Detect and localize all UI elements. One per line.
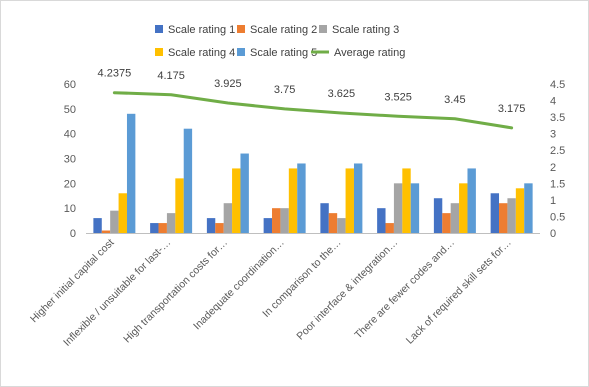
y-right-tick-label: 1.5 — [550, 178, 565, 190]
y-right-tick-label: 2.5 — [550, 145, 565, 157]
legend-label: Scale rating 4 — [168, 47, 235, 59]
legend-label: Average rating — [334, 47, 405, 59]
y-left-tick-label: 30 — [64, 154, 76, 166]
legend-swatch — [237, 48, 245, 56]
bar — [118, 193, 127, 233]
bar — [442, 213, 451, 233]
bar — [232, 168, 241, 233]
bar — [507, 198, 516, 233]
bar — [175, 178, 184, 233]
bar — [93, 218, 102, 233]
bar — [345, 168, 354, 233]
bar — [328, 213, 338, 233]
bar — [377, 208, 386, 233]
average-data-label: 3.175 — [498, 103, 526, 115]
bar — [467, 168, 476, 233]
legend-item: Scale rating 4 — [155, 47, 235, 59]
legend-item: Scale rating 3 — [319, 24, 399, 36]
average-data-label: 3.625 — [328, 88, 356, 100]
legend: Scale rating 1 Scale rating 2 Scale rating… — [155, 24, 405, 59]
y-right-tick-label: 2 — [550, 162, 556, 174]
bar — [288, 168, 298, 233]
bar — [110, 210, 119, 233]
bar — [459, 183, 468, 233]
bar — [240, 153, 249, 233]
bar — [280, 208, 289, 233]
y-left-tick-label: 0 — [70, 228, 76, 240]
bar — [183, 128, 193, 233]
legend-label: Scale rating 2 — [250, 24, 317, 36]
bars — [93, 113, 533, 233]
bar — [126, 113, 136, 233]
average-data-label: 3.925 — [214, 78, 242, 90]
average-data-label: 3.525 — [384, 91, 412, 103]
bar — [158, 223, 167, 233]
legend-label: Scale rating 3 — [332, 24, 399, 36]
bar — [410, 183, 420, 233]
bar — [385, 223, 394, 233]
bar — [499, 203, 508, 233]
bar — [450, 203, 460, 233]
legend-item: Average rating — [311, 47, 405, 59]
y-right-tick-label: 1 — [550, 195, 556, 207]
y-right-tick-label: 4 — [550, 96, 556, 108]
legend-label: Scale rating 1 — [168, 24, 235, 36]
bar — [402, 168, 411, 233]
average-data-label: 3.45 — [444, 94, 465, 106]
y-left-tick-label: 50 — [64, 104, 76, 116]
average-data-label: 4.2375 — [98, 68, 132, 80]
bar — [206, 218, 216, 233]
y-left-tick-label: 40 — [64, 129, 76, 141]
average-rating-line — [112, 91, 514, 130]
legend-swatch — [319, 25, 327, 33]
bar — [166, 213, 176, 233]
y-right-tick-label: 3 — [550, 129, 556, 141]
y-left-tick-label: 20 — [64, 178, 76, 190]
bar — [263, 218, 273, 233]
bar — [101, 230, 111, 233]
y-right-tick-label: 0.5 — [550, 211, 565, 223]
legend-swatch — [237, 25, 245, 33]
bar — [524, 183, 533, 233]
bar — [223, 203, 233, 233]
average-data-label: 3.75 — [274, 84, 295, 96]
legend-item: Scale rating 2 — [237, 24, 317, 36]
average-data-label: 4.175 — [157, 70, 185, 82]
average-line-layer: 4.2375 4.175 3.925 3.75 3.625 3.525 3.45 3.175 — [98, 68, 526, 130]
bar — [353, 163, 363, 233]
bar — [515, 188, 525, 233]
y-left-tick-label: 60 — [64, 79, 76, 91]
y-right-tick-label: 4.5 — [550, 79, 565, 91]
axes: 0 10 20 30 40 50 60 0 0.5 1 1.5 2 2.5 3 3.5 4 4.5 — [64, 79, 566, 240]
bar — [150, 223, 159, 233]
bar — [490, 193, 500, 233]
y-left-tick-label: 10 — [64, 203, 76, 215]
legend-label: Scale rating 5 — [250, 47, 317, 59]
legend-swatch — [155, 48, 163, 56]
bar — [433, 198, 443, 233]
bar — [297, 163, 306, 233]
legend-item: Scale rating 5 — [237, 47, 317, 59]
legend-swatch — [155, 25, 163, 33]
bar — [337, 218, 346, 233]
y-right-tick-label: 3.5 — [550, 112, 565, 124]
bar — [272, 208, 281, 233]
bar — [320, 203, 329, 233]
bar — [215, 223, 224, 233]
legend-item: Scale rating 1 — [155, 24, 235, 36]
bar — [393, 183, 403, 233]
y-right-tick-label: 0 — [550, 228, 556, 240]
